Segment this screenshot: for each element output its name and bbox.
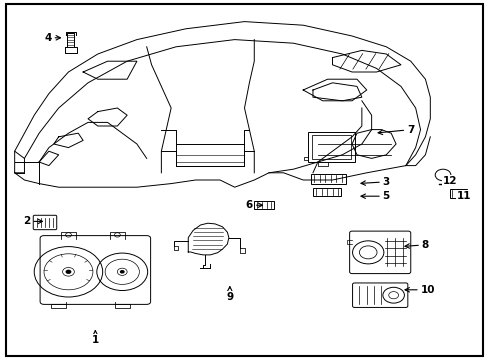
- Text: 3: 3: [360, 177, 389, 187]
- Bar: [312, 188, 341, 196]
- Text: 12: 12: [442, 176, 456, 186]
- Circle shape: [120, 270, 124, 274]
- Circle shape: [65, 270, 71, 274]
- Bar: [307, 132, 354, 162]
- Text: 9: 9: [226, 287, 233, 302]
- Bar: [311, 135, 350, 159]
- Text: 4: 4: [44, 33, 61, 43]
- Text: 8: 8: [404, 240, 428, 250]
- Bar: [310, 174, 345, 184]
- Text: 11: 11: [455, 191, 470, 201]
- Bar: [254, 201, 273, 209]
- Text: 1: 1: [92, 330, 99, 345]
- Text: 5: 5: [360, 191, 389, 201]
- Text: 7: 7: [377, 125, 414, 135]
- Text: 2: 2: [23, 216, 42, 226]
- Bar: [449, 189, 466, 198]
- Text: 6: 6: [245, 200, 262, 210]
- Text: 10: 10: [404, 285, 434, 295]
